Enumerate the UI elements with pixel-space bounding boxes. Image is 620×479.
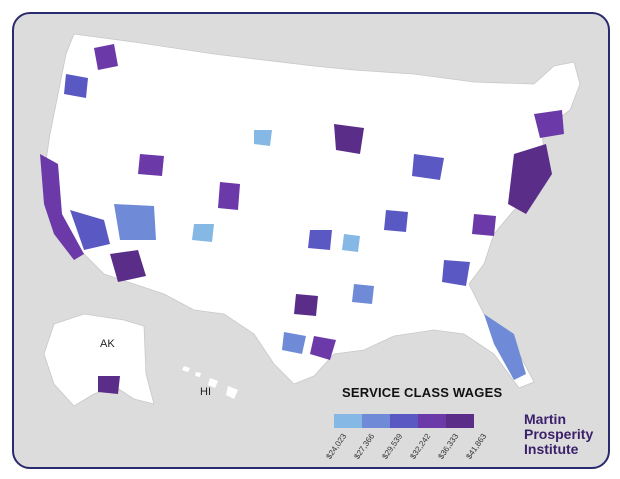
legend-swatch [390, 414, 418, 428]
legend-swatch [362, 414, 390, 428]
metro-region [254, 130, 272, 146]
metro-region [308, 230, 332, 250]
metro-region [282, 332, 306, 354]
us-map [40, 33, 581, 407]
legend-swatch [418, 414, 446, 428]
hawaii-island [208, 378, 218, 388]
hawaii-label: HI [200, 386, 211, 398]
metro-region [192, 224, 214, 242]
alaska-landmass [43, 313, 155, 407]
metro-region [64, 74, 88, 98]
brand-line: Martin [524, 411, 566, 427]
metro-region [534, 110, 564, 138]
metro-region [114, 204, 156, 240]
brand-line: Institute [524, 441, 579, 457]
metro-region [508, 144, 552, 214]
legend-title: SERVICE CLASS WAGES [342, 385, 503, 400]
metro-region [70, 210, 110, 250]
metro-region [484, 314, 526, 380]
legend-swatch [446, 414, 474, 428]
metro-region [310, 336, 336, 360]
martin-prosperity-logo: Martin Prosperity Institute [524, 412, 593, 457]
metro-region [472, 214, 496, 236]
metro-region [334, 124, 364, 154]
metro-region [218, 182, 240, 210]
metro-region [384, 210, 408, 232]
metro-region [94, 44, 118, 70]
hawaii-island [182, 366, 190, 372]
legend-color-bar [334, 414, 474, 428]
hawaii-island [226, 386, 238, 399]
metro-region [98, 376, 120, 394]
alaska-label: AK [100, 338, 115, 350]
legend-swatch [334, 414, 362, 428]
metro-region [40, 154, 84, 260]
metro-region [138, 154, 164, 176]
metro-region [352, 284, 374, 304]
metro-region [342, 234, 360, 252]
metro-regions [40, 44, 564, 394]
metro-region [442, 260, 470, 286]
hawaii-island [195, 372, 201, 377]
map-frame: AK HI SERVICE CLASS WAGES $24,023 $27,36… [12, 12, 610, 469]
metro-region [110, 250, 146, 282]
metro-region [294, 294, 318, 316]
metro-region [412, 154, 444, 180]
brand-line: Prosperity [524, 426, 594, 442]
